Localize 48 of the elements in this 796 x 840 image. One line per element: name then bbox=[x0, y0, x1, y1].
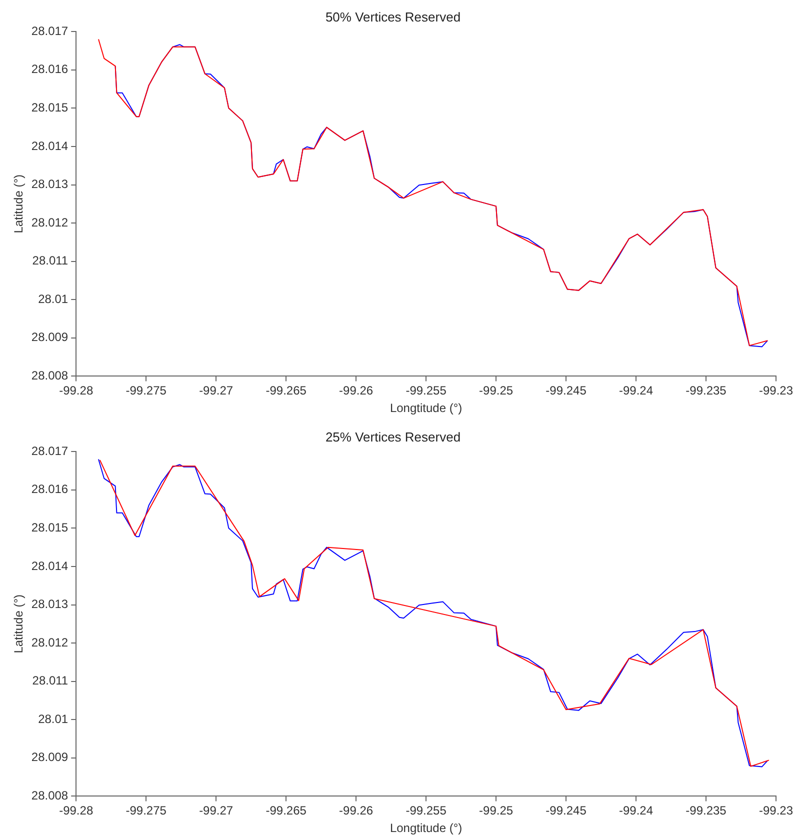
y-tick-label: 28.013 bbox=[31, 597, 68, 612]
y-tick-label: 28.009 bbox=[31, 750, 68, 764]
y-tick-label: 28.009 bbox=[31, 330, 68, 344]
x-tick-label: -99.28 bbox=[59, 384, 94, 398]
x-axis-title: Longtitude (°) bbox=[390, 821, 462, 836]
x-tick-label: -99.25 bbox=[479, 804, 514, 818]
y-tick-label: 28.011 bbox=[32, 254, 68, 268]
y-axis-title: Latitude (°) bbox=[12, 594, 26, 654]
x-tick-label: -99.265 bbox=[266, 804, 307, 818]
y-tick-label: 28.008 bbox=[31, 788, 68, 803]
y-tick-label: 28.016 bbox=[31, 62, 68, 76]
x-tick-label: -99.28 bbox=[59, 804, 94, 818]
y-tick-label: 28.014 bbox=[31, 138, 68, 153]
x-tick-label: -99.26 bbox=[339, 804, 374, 818]
y-tick-label: 28.015 bbox=[31, 520, 68, 534]
y-tick-label: 28.013 bbox=[31, 177, 68, 192]
x-tick-label: -99.24 bbox=[618, 384, 654, 398]
y-tick-label: 28.01 bbox=[38, 712, 68, 726]
y-tick-label: 28.014 bbox=[31, 558, 68, 573]
x-tick-label: -99.27 bbox=[199, 804, 234, 818]
chart-title: 50% Vertices Reserved bbox=[325, 9, 461, 24]
y-tick-label: 28.017 bbox=[31, 444, 68, 458]
y-tick-label: 28.008 bbox=[31, 368, 68, 383]
x-tick-label: -99.25 bbox=[479, 384, 514, 398]
x-tick-label: -99.235 bbox=[686, 804, 727, 818]
y-axis-title: Latitude (°) bbox=[12, 174, 26, 234]
x-tick-label: -99.23 bbox=[758, 384, 794, 398]
y-tick-label: 28.016 bbox=[31, 482, 68, 496]
x-tick-label: -99.235 bbox=[686, 384, 727, 398]
x-tick-label: -99.255 bbox=[406, 384, 447, 398]
x-tick-label: -99.255 bbox=[406, 804, 447, 818]
x-tick-label: -99.24 bbox=[618, 804, 654, 818]
x-tick-label: -99.245 bbox=[546, 804, 587, 818]
x-tick-label: -99.27 bbox=[199, 384, 234, 398]
x-tick-label: -99.275 bbox=[126, 804, 167, 818]
x-tick-label: -99.245 bbox=[546, 384, 587, 398]
y-tick-label: 28.015 bbox=[31, 100, 68, 114]
y-tick-label: 28.012 bbox=[31, 635, 68, 650]
y-tick-label: 28.012 bbox=[31, 215, 68, 230]
x-axis-title: Longtitude (°) bbox=[390, 401, 462, 416]
x-tick-label: -99.26 bbox=[339, 384, 374, 398]
chart-title: 25% Vertices Reserved bbox=[325, 429, 461, 444]
x-tick-label: -99.265 bbox=[266, 384, 307, 398]
y-tick-label: 28.011 bbox=[32, 674, 68, 688]
y-tick-label: 28.017 bbox=[31, 24, 68, 38]
x-tick-label: -99.23 bbox=[758, 804, 794, 818]
x-tick-label: -99.275 bbox=[126, 384, 167, 398]
y-tick-label: 28.01 bbox=[38, 292, 68, 306]
